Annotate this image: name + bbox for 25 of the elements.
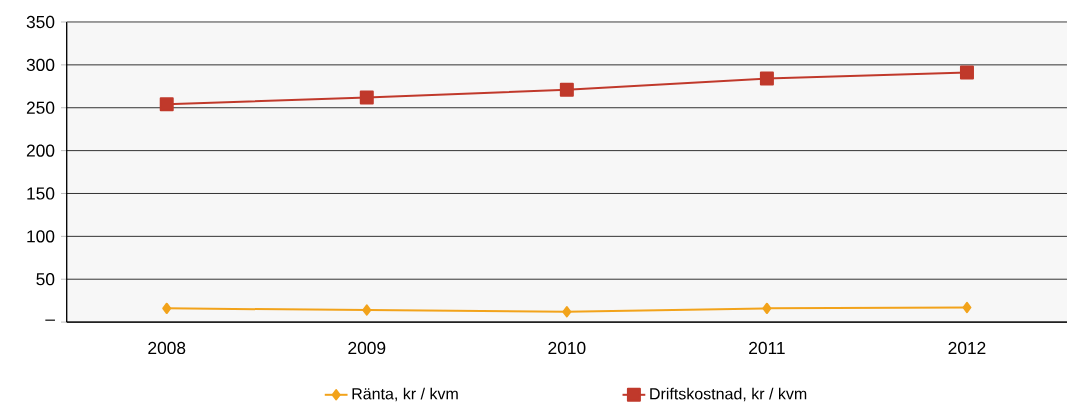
y-tick-label: –: [45, 319, 55, 321]
point: [962, 301, 972, 314]
y-tick-label: 200: [26, 144, 55, 157]
y-tick-label: 50: [36, 272, 55, 286]
x-tick-label: 2008: [148, 341, 186, 354]
x-tick-label: 2011: [749, 341, 785, 354]
point: [959, 65, 974, 80]
point: [159, 97, 174, 112]
point: [562, 306, 572, 318]
y-tick-label: 300: [26, 58, 55, 71]
y-tick-label: 100: [27, 230, 55, 243]
y-tick-label: 350: [26, 15, 55, 29]
legend-label: Ränta, kr / kvm: [352, 387, 458, 402]
y-tick-label: 150: [27, 187, 55, 200]
x-tick-label: 2012: [948, 341, 986, 354]
legend-label: Driftskostnad, kr / kvm: [650, 387, 807, 402]
point: [359, 90, 374, 105]
point: [162, 302, 172, 314]
x-tick-label: 2010: [548, 341, 586, 354]
point: [559, 82, 574, 97]
point: [762, 302, 772, 314]
y-tick-label: 250: [26, 101, 55, 114]
point: [362, 304, 372, 316]
point: [759, 71, 774, 86]
x-tick-label: 2009: [348, 341, 386, 354]
